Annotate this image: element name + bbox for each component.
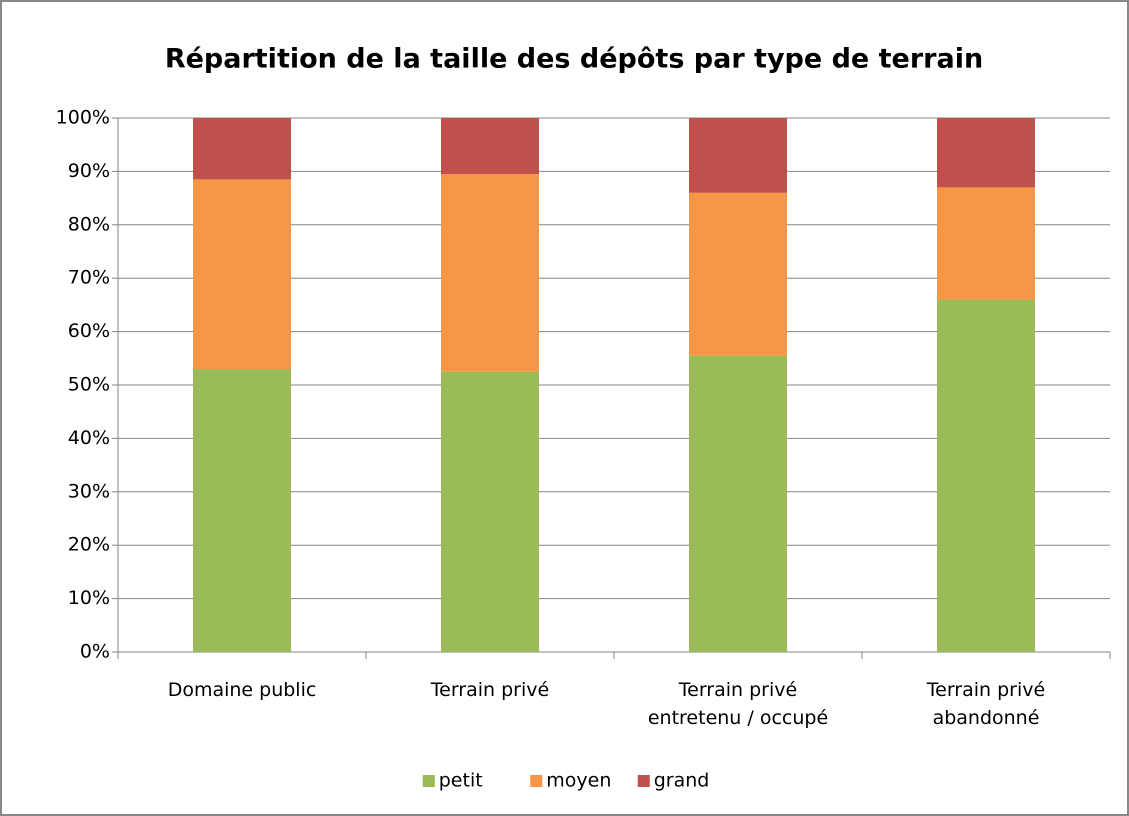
y-tick-label: 50% [68,374,110,396]
bar-segment [193,368,291,652]
y-tick-label: 80% [68,213,110,235]
y-tick-label: 60% [68,320,110,342]
legend-swatch [422,775,435,787]
legend-label: petit [439,770,483,792]
y-tick-label: 30% [68,480,110,502]
y-tick-label: 90% [68,160,110,182]
bar-segment [689,355,787,652]
bar-segment [937,118,1035,188]
bar-segment [937,187,1035,300]
bar-segment [937,299,1035,652]
y-tick-label: 40% [68,427,110,449]
bar-segment [689,118,787,193]
chart-title: Répartition de la taille des dépôts par … [165,44,983,75]
legend-swatch [530,775,543,787]
bar-segment [441,118,539,175]
x-tick-label: Terrain privé abandonné [926,679,1046,729]
x-tick-label: Terrain privé entretenu / occupé [647,679,829,729]
x-tick-label: Terrain privé [430,679,550,701]
bar-segment [441,174,539,372]
x-tick-label: Domaine public [167,679,317,701]
y-tick-label: 10% [68,587,110,609]
bar-segment [193,179,291,369]
bar-segment [441,371,539,652]
bar-segment [193,118,291,180]
bar-segment [689,192,787,356]
y-tick-label: 70% [68,267,110,289]
legend-label: moyen [546,770,611,792]
legend-swatch [637,775,650,787]
y-tick-label: 0% [80,641,110,663]
legend-label: grand [654,770,710,792]
y-tick-label: 20% [68,534,110,556]
y-tick-label: 100% [56,107,110,129]
